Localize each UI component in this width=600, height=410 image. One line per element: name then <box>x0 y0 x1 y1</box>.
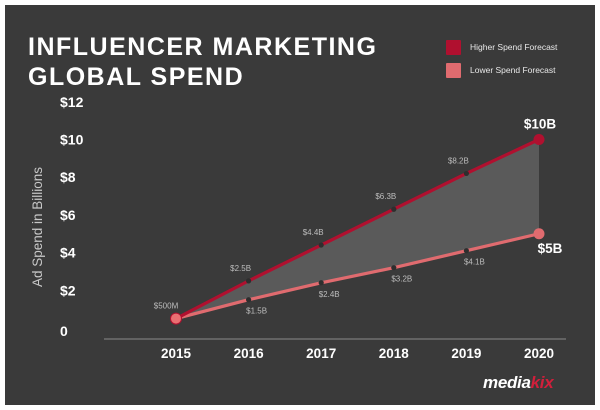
y-tick-label-2: $2 <box>60 282 76 298</box>
brand-logo-main: media <box>483 373 531 392</box>
y-tick-label-10: $10 <box>60 132 84 148</box>
x-tick-label-2018: 2018 <box>379 346 410 361</box>
data-label-higher-2019: $8.2B <box>448 156 469 165</box>
y-tick-label-0: 0 <box>60 323 68 339</box>
legend-swatch-lower <box>446 62 461 78</box>
y-tick-label-4: $4 <box>60 245 76 261</box>
data-label-lower-2016: $1.5B <box>246 307 267 316</box>
legend-item-higher: Higher Spend Forecast <box>446 39 557 55</box>
higher-point-2017 <box>318 242 324 248</box>
start-point-2015 <box>170 312 182 325</box>
y-tick-label-8: $8 <box>60 169 76 185</box>
legend-swatch-higher <box>446 39 461 55</box>
lower-point-2017 <box>318 280 324 286</box>
y-tick-label-6: $6 <box>60 207 76 223</box>
lower-point-2020 <box>533 228 545 240</box>
higher-point-2018 <box>391 206 397 212</box>
lower-point-2016 <box>246 297 252 303</box>
data-label-lower-2020: $5B <box>538 241 563 256</box>
higher-point-2019 <box>463 170 469 177</box>
data-label-higher-2020: $10B <box>524 117 557 132</box>
x-tick-label-2017: 2017 <box>306 346 336 361</box>
higher-point-2020 <box>533 134 545 145</box>
data-label-lower-2019: $4.1B <box>464 258 485 267</box>
lower-forecast-line <box>175 232 540 321</box>
legend-label-higher: Higher Spend Forecast <box>470 42 558 52</box>
lower-point-2018 <box>391 265 397 271</box>
higher-point-2016 <box>246 278 252 284</box>
legend-item-lower: Lower Spend Forecast <box>446 62 556 78</box>
data-label-higher-2017: $4.4B <box>303 228 324 237</box>
x-tick-label-2016: 2016 <box>234 346 265 361</box>
forecast-range-area <box>176 139 539 319</box>
higher-forecast-line <box>175 138 540 320</box>
legend-label-lower: Lower Spend Forecast <box>470 65 556 75</box>
data-label-lower-2018: $3.2B <box>391 275 412 284</box>
brand-logo-accent: kix <box>530 373 554 392</box>
data-label-lower-2017: $2.4B <box>319 290 340 299</box>
y-tick-label-12: $12 <box>60 94 84 110</box>
chart-title-line-1: INFLUENCER MARKETING <box>28 33 378 61</box>
x-tick-label-2020: 2020 <box>524 346 554 361</box>
x-tick-label-2015: 2015 <box>161 346 192 361</box>
lower-point-2019 <box>463 248 469 254</box>
x-tick-label-2019: 2019 <box>451 346 481 361</box>
brand-logo: mediakix <box>483 373 554 393</box>
data-label-higher-2016: $2.5B <box>230 264 251 273</box>
data-label-higher-2015: $500M <box>154 302 179 311</box>
data-label-higher-2018: $6.3B <box>375 192 396 201</box>
y-axis-label: Ad Spend in Billions <box>30 167 45 287</box>
chart-title-line-2: GLOBAL SPEND <box>28 63 245 91</box>
